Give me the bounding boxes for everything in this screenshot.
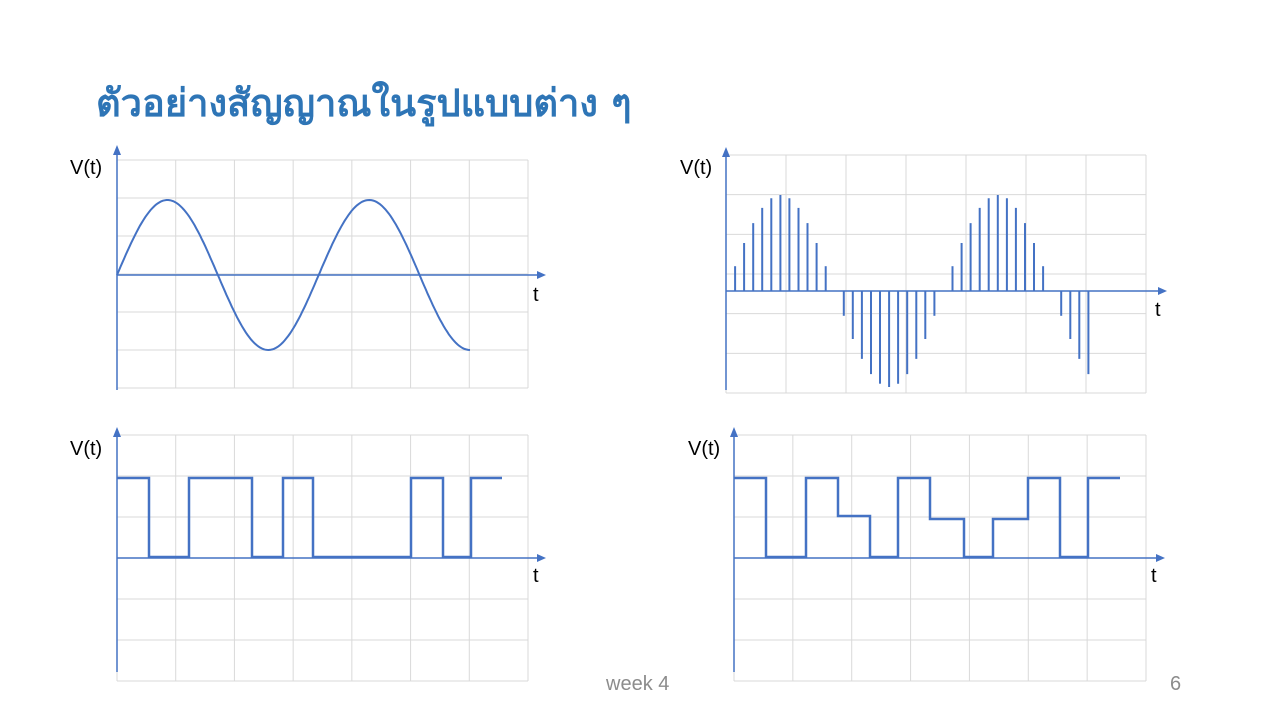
multilevel-x-label: t: [1151, 565, 1157, 587]
binary-y-label: V(t): [70, 438, 102, 460]
footer-week: week 4: [606, 673, 670, 695]
analog-y-label: V(t): [70, 157, 102, 179]
analog-grid: [116, 159, 529, 389]
sampled-stems: [734, 195, 1090, 387]
multilevel-y-label: V(t): [688, 438, 720, 460]
sampled-y-arrow: [722, 147, 730, 157]
slide-title: ตัวอย่างสัญญาณในรูปแบบต่าง ๆ: [96, 81, 632, 125]
page-number: 6: [1170, 673, 1182, 695]
binary-x-label: t: [533, 565, 539, 587]
multilevel-x-arrow: [1156, 554, 1165, 562]
analog-plot: V(t) t: [70, 145, 546, 390]
multilevel-y-arrow: [730, 427, 738, 437]
binary-signal: [117, 476, 502, 559]
binary-plot: V(t) t: [70, 427, 546, 682]
sampled-plot: V(t) t: [680, 147, 1167, 394]
binary-grid: [116, 434, 529, 682]
sampled-x-arrow: [1158, 287, 1167, 295]
sampled-y-label: V(t): [680, 157, 712, 179]
analog-x-arrow: [537, 271, 546, 279]
analog-x-label: t: [533, 284, 539, 306]
multilevel-signal: [734, 476, 1120, 559]
sampled-x-label: t: [1155, 299, 1161, 321]
analog-y-arrow: [113, 145, 121, 155]
analog-sine-wave: [116, 198, 471, 352]
multilevel-plot: V(t) t: [688, 427, 1165, 682]
binary-x-arrow: [537, 554, 546, 562]
binary-y-arrow: [113, 427, 121, 437]
